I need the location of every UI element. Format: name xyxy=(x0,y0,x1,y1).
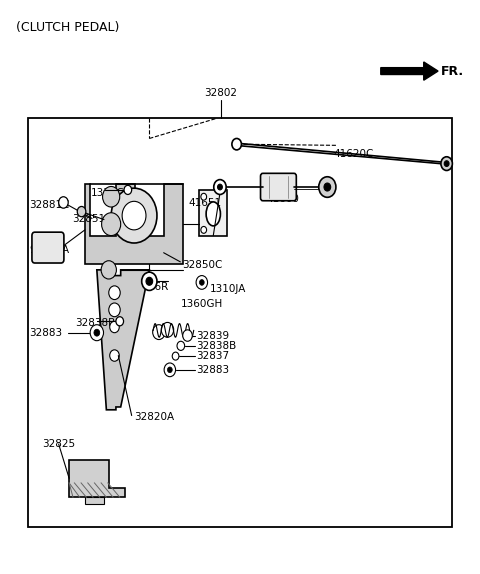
Circle shape xyxy=(168,367,172,373)
Bar xyxy=(85,497,104,504)
Circle shape xyxy=(102,213,120,235)
Text: 32883: 32883 xyxy=(29,328,62,338)
Circle shape xyxy=(101,261,116,279)
Circle shape xyxy=(183,330,192,342)
Text: 32820A: 32820A xyxy=(134,412,174,422)
Circle shape xyxy=(94,329,100,336)
Circle shape xyxy=(59,197,68,208)
Text: 41651: 41651 xyxy=(189,198,222,208)
Text: 32825: 32825 xyxy=(42,439,75,449)
FancyBboxPatch shape xyxy=(32,232,64,263)
Circle shape xyxy=(217,184,222,190)
Circle shape xyxy=(199,280,204,285)
Circle shape xyxy=(214,180,226,195)
Text: 32850C: 32850C xyxy=(182,260,222,270)
Circle shape xyxy=(164,363,176,377)
Circle shape xyxy=(110,321,119,333)
Bar xyxy=(199,190,227,235)
Polygon shape xyxy=(69,460,125,497)
Circle shape xyxy=(116,317,123,326)
Text: 32839: 32839 xyxy=(196,331,229,340)
Circle shape xyxy=(77,207,86,217)
Text: 41620C: 41620C xyxy=(333,149,373,159)
Text: 32838B: 32838B xyxy=(75,318,116,328)
Text: 93840A: 93840A xyxy=(29,245,69,255)
Circle shape xyxy=(90,325,104,341)
Text: 32851C: 32851C xyxy=(72,214,112,224)
Circle shape xyxy=(109,303,120,317)
Circle shape xyxy=(111,188,157,243)
Circle shape xyxy=(109,286,120,300)
Circle shape xyxy=(124,185,132,195)
Text: FR.: FR. xyxy=(441,65,464,77)
Text: (CLUTCH PEDAL): (CLUTCH PEDAL) xyxy=(16,21,119,34)
Text: 1339CC: 1339CC xyxy=(91,188,132,198)
Text: 32838B: 32838B xyxy=(196,341,236,351)
Circle shape xyxy=(172,352,179,360)
Polygon shape xyxy=(97,270,149,410)
Polygon shape xyxy=(85,184,183,264)
Text: 1360GH: 1360GH xyxy=(180,298,223,309)
Circle shape xyxy=(201,193,206,200)
Text: 41600: 41600 xyxy=(266,194,299,204)
Text: 32802: 32802 xyxy=(204,88,238,99)
Circle shape xyxy=(110,350,119,361)
Circle shape xyxy=(146,277,153,285)
Circle shape xyxy=(444,161,449,166)
Polygon shape xyxy=(381,62,438,80)
Text: 32881C: 32881C xyxy=(29,200,70,210)
Circle shape xyxy=(161,323,174,338)
Bar xyxy=(28,118,452,527)
Circle shape xyxy=(103,187,120,207)
Ellipse shape xyxy=(206,202,220,226)
Circle shape xyxy=(232,138,241,150)
Circle shape xyxy=(441,157,452,170)
Circle shape xyxy=(201,227,206,233)
FancyBboxPatch shape xyxy=(261,173,296,201)
Circle shape xyxy=(324,183,331,191)
Text: 1310JA: 1310JA xyxy=(210,284,246,294)
Circle shape xyxy=(153,325,165,340)
Text: 32883: 32883 xyxy=(196,365,229,375)
Circle shape xyxy=(142,272,157,290)
Circle shape xyxy=(319,177,336,197)
Text: 32876R: 32876R xyxy=(128,282,168,292)
Circle shape xyxy=(196,276,207,289)
Circle shape xyxy=(122,201,146,230)
Text: 32837: 32837 xyxy=(196,351,229,361)
Circle shape xyxy=(177,342,185,350)
